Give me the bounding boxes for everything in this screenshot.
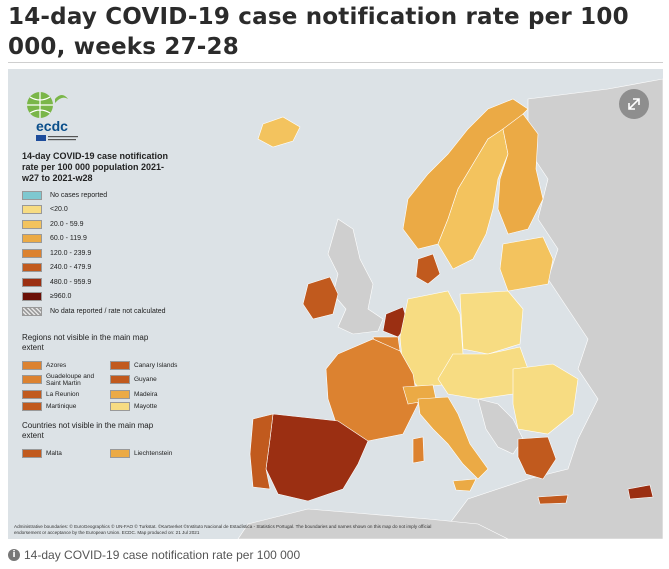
- legend-swatch: [22, 292, 42, 302]
- legend-label: Mayotte: [134, 402, 158, 410]
- legend-item: 480.0 - 959.9: [22, 275, 222, 290]
- poland: [459, 290, 524, 355]
- iceland: [257, 116, 301, 148]
- title-divider: [8, 62, 663, 63]
- legend-item: 240.0 - 479.9: [22, 261, 222, 276]
- legend-label: Canary Islands: [134, 361, 178, 369]
- greece: [517, 436, 557, 480]
- region-item: Canary Islands: [110, 360, 210, 370]
- legend-swatch: [22, 306, 42, 316]
- caption-text: 14-day COVID-19 case notification rate p…: [24, 548, 301, 562]
- region-item: Madeira: [110, 389, 210, 399]
- italy: [417, 396, 489, 480]
- legend-label: ≥960.0: [50, 293, 72, 301]
- globe-logo-icon: ecdc: [27, 92, 78, 141]
- legend-label: Guadeloupe and Saint Martin: [46, 372, 95, 387]
- europe-map: [237, 78, 663, 539]
- map-footnote: Administrative boundaries: © EuroGeograp…: [14, 524, 432, 535]
- region-item: Guadeloupe and Saint Martin: [22, 373, 110, 387]
- ecdc-logo-text: ecdc: [36, 118, 68, 134]
- france: [325, 338, 419, 442]
- legend-item: 60.0 - 119.9: [22, 232, 222, 247]
- map-legend: ecdc 14-day COVID-19 case notification r…: [22, 87, 222, 458]
- legend-title: 14-day COVID-19 case notification rate p…: [22, 151, 169, 183]
- info-icon: i: [8, 549, 20, 561]
- legend-swatch: [110, 375, 130, 384]
- sardinia: [412, 436, 425, 464]
- finland: [497, 113, 544, 235]
- legend-swatch: [110, 360, 130, 370]
- countries-title: Countries not visible in the main map ex…: [22, 420, 154, 440]
- map-figure[interactable]: ecdc 14-day COVID-19 case notification r…: [8, 69, 663, 539]
- cyprus: [627, 484, 654, 500]
- crete: [537, 494, 569, 505]
- legend-label: Martinique: [46, 402, 77, 410]
- non-eu-land-east: [437, 78, 663, 539]
- non-eu-uk: [327, 218, 384, 335]
- expand-icon: [628, 98, 640, 110]
- legend-swatch: [22, 375, 42, 384]
- sicily: [452, 478, 477, 492]
- legend-label: 60.0 - 119.9: [50, 235, 87, 243]
- baltics: [499, 236, 554, 292]
- countries-grid: Malta Liechtenstein: [22, 448, 222, 458]
- legend-swatch: [22, 277, 42, 287]
- expand-button[interactable]: [619, 89, 649, 119]
- legend-label: No cases reported: [50, 191, 108, 199]
- legend-label: Guyane: [134, 376, 157, 383]
- legend-label: 20.0 - 59.9: [50, 220, 84, 228]
- legend-label: La Reunion: [46, 390, 80, 398]
- legend-swatch: [22, 389, 42, 399]
- region-item: Azores: [22, 360, 110, 370]
- ecdc-logo: ecdc: [22, 87, 82, 147]
- legend-label: 240.0 - 479.9: [50, 264, 92, 272]
- region-item: La Reunion: [22, 389, 110, 399]
- legend-swatch: [22, 360, 42, 370]
- region-item: Martinique: [22, 401, 110, 411]
- legend-swatch: [22, 190, 42, 200]
- denmark: [415, 253, 441, 285]
- regions-grid: Azores Canary Islands Guadeloupe and Saint…: [22, 360, 222, 411]
- region-item: Mayotte: [110, 401, 210, 411]
- legend-swatch: [22, 219, 42, 229]
- legend-swatch: [22, 205, 42, 215]
- country-item: Liechtenstein: [110, 448, 210, 458]
- legend-label: Malta: [46, 449, 62, 457]
- legend-label: Madeira: [134, 390, 158, 398]
- legend-item: 20.0 - 59.9: [22, 217, 222, 232]
- legend-item: No cases reported: [22, 188, 222, 203]
- ireland: [302, 276, 339, 320]
- portugal: [249, 413, 274, 490]
- legend-item: 120.0 - 239.9: [22, 246, 222, 261]
- legend-label: 120.0 - 239.9: [50, 249, 92, 257]
- legend-label: No data reported / rate not calculated: [50, 307, 166, 315]
- region-item: Guyane: [110, 373, 210, 387]
- legend-label: <20.0: [50, 206, 68, 214]
- legend-label: Azores: [46, 361, 67, 369]
- legend-swatch: [110, 401, 130, 411]
- legend-swatch: [22, 234, 42, 244]
- country-item: Malta: [22, 448, 110, 458]
- legend-swatch: [22, 248, 42, 258]
- legend-swatch: [110, 448, 130, 458]
- romania-bulgaria: [512, 363, 579, 435]
- legend-swatch: [110, 389, 130, 399]
- legend-swatch: [22, 448, 42, 458]
- legend-item: <20.0: [22, 203, 222, 218]
- figure-caption: i 14-day COVID-19 case notification rate…: [8, 548, 300, 562]
- legend-swatch: [22, 263, 42, 273]
- legend-item: No data reported / rate not calculated: [22, 304, 222, 319]
- legend-swatch: [22, 401, 42, 411]
- regions-title: Regions not visible in the main map exte…: [22, 332, 149, 352]
- non-eu-land-south: [237, 508, 509, 539]
- page-title: 14-day COVID-19 case notification rate p…: [8, 4, 629, 60]
- legend-items: No cases reported <20.0 20.0 - 59.9 60.0 - …: [22, 188, 222, 319]
- legend-label: 480.0 - 959.9: [50, 278, 92, 286]
- legend-label: Liechtenstein: [134, 449, 173, 457]
- legend-item: ≥960.0: [22, 290, 222, 305]
